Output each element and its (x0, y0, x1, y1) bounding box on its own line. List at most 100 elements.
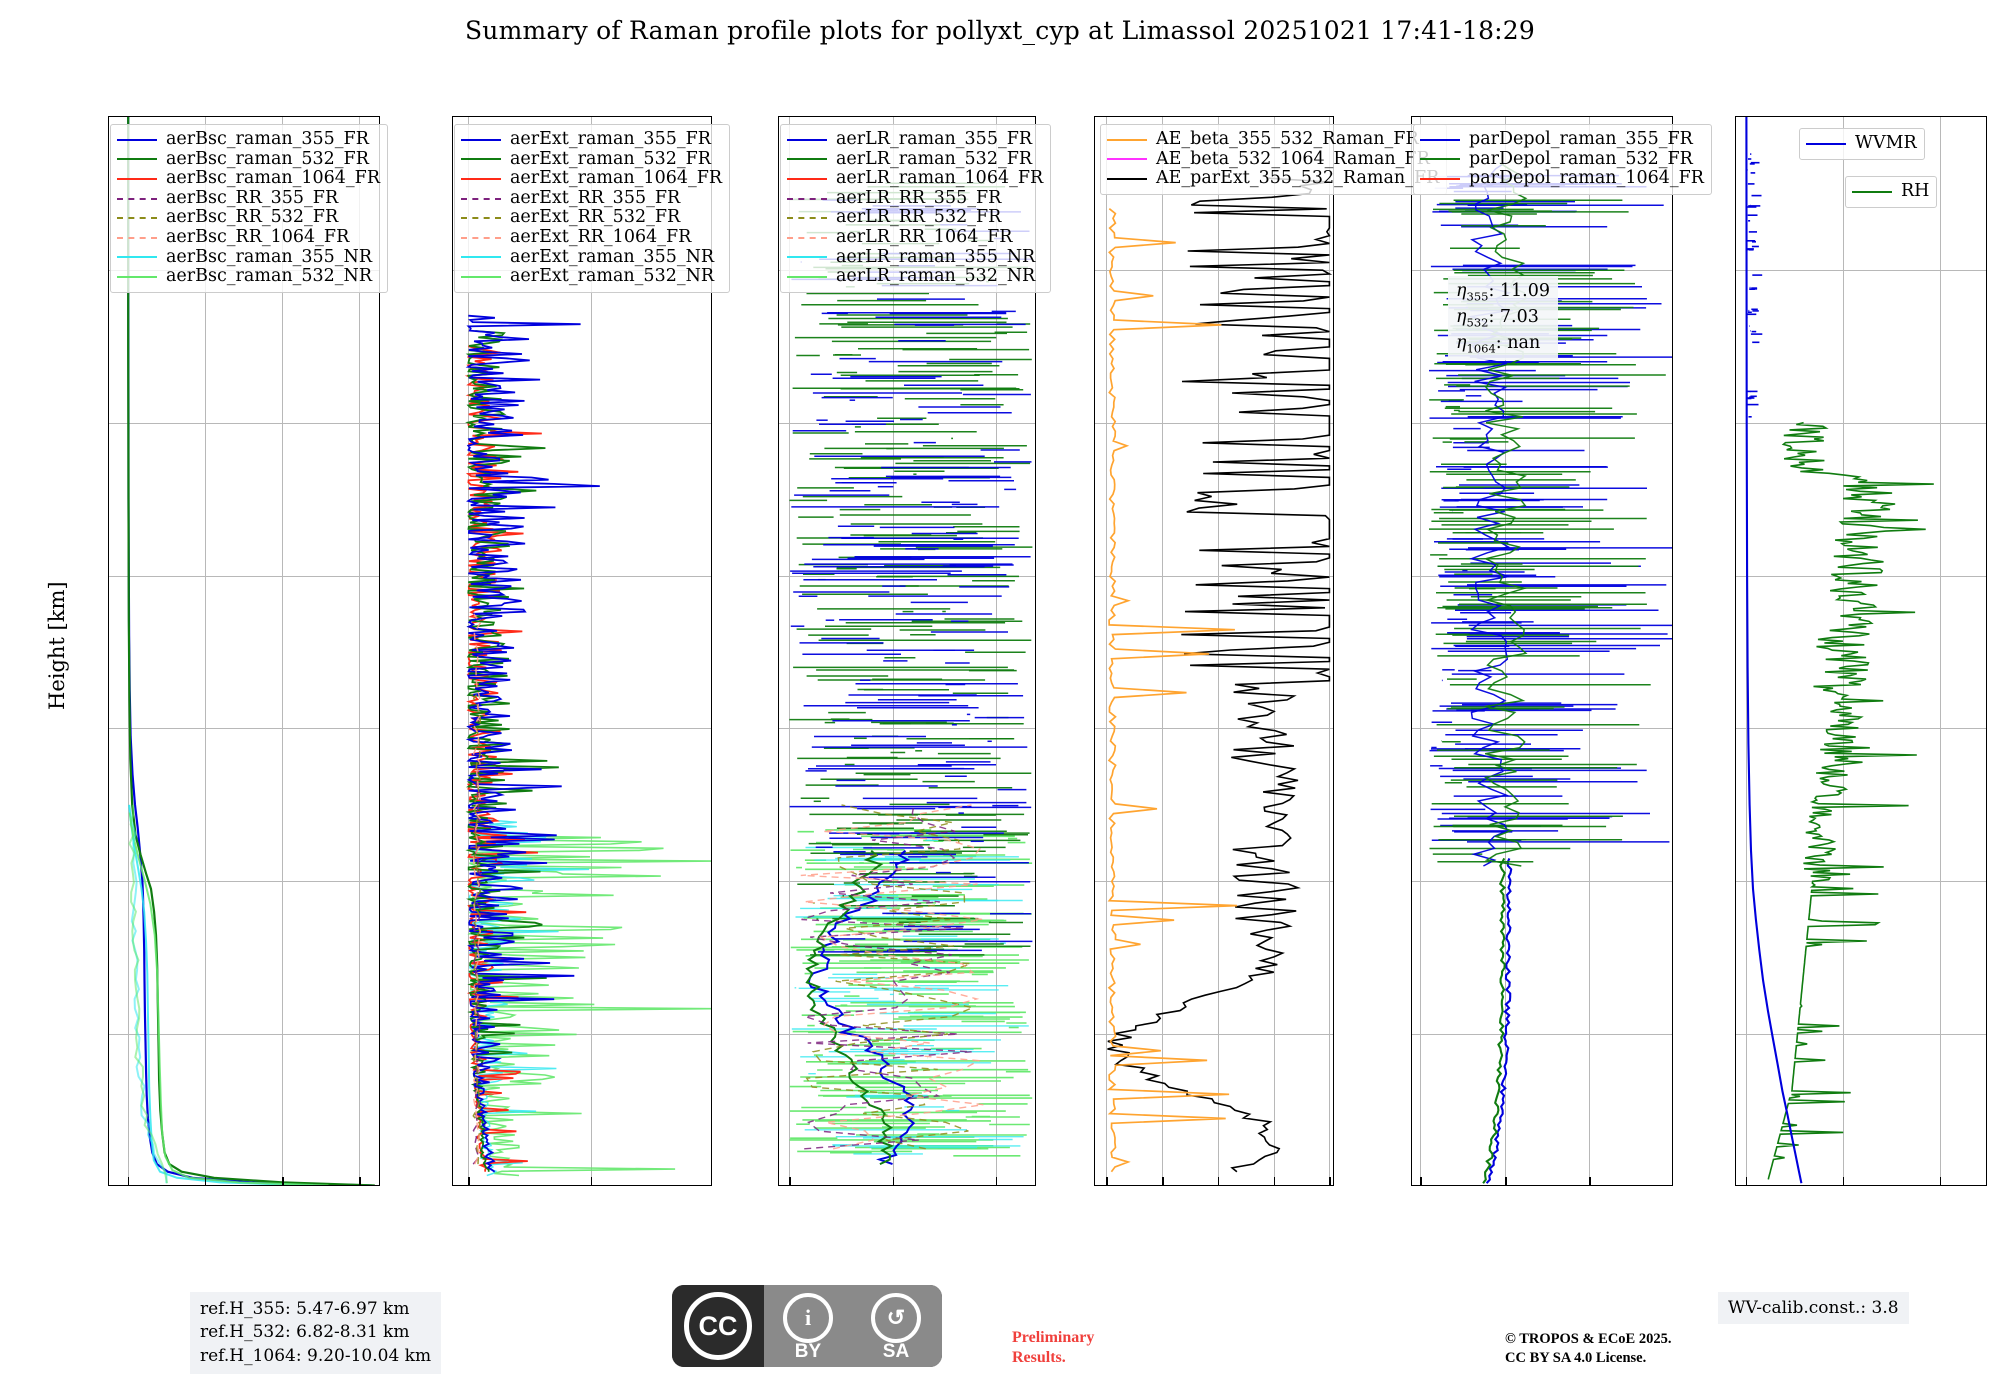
legend-item[interactable]: aerBsc_raman_1064_FR (117, 169, 380, 189)
y-tick (452, 1034, 453, 1036)
top-x-tick (1862, 116, 1864, 117)
legend-swatch-icon (1806, 142, 1846, 145)
gridline-h (1736, 575, 1986, 577)
legend-item[interactable]: aerExt_RR_532_FR (461, 208, 722, 228)
legend-label: aerExt_RR_1064_FR (510, 227, 692, 248)
legend-label: WVMR (1855, 133, 1917, 154)
x-tick (1745, 1177, 1748, 1185)
legend-label: aerBsc_raman_532_FR (166, 148, 369, 169)
legend-item[interactable]: RH (1852, 182, 1929, 202)
legend-item[interactable]: aerBsc_RR_1064_FR (117, 228, 380, 248)
y-tick (452, 881, 453, 883)
legend-item[interactable]: aerBsc_raman_532_FR (117, 150, 380, 170)
legend-item[interactable]: aerBsc_raman_532_NR (117, 267, 380, 287)
x-tick (1842, 1177, 1845, 1185)
legend-item[interactable]: aerExt_raman_355_NR (461, 248, 722, 268)
x-tick (282, 1177, 284, 1185)
legend-item[interactable]: aerExt_raman_532_NR (461, 267, 722, 287)
x-tick (204, 1177, 207, 1185)
legend-item[interactable]: parDepol_raman_1064_FR (1420, 169, 1704, 189)
legend-wvmr-rh[interactable]: WVMR (1799, 128, 1925, 160)
legend-item[interactable]: aerExt_RR_355_FR (461, 189, 722, 209)
eta-annotation: η355: 11.09 η532: 7.03 η1064: nan (1448, 276, 1559, 361)
legend-angstrom[interactable]: AE_beta_355_532_Raman_FR AE_beta_532_1064… (1100, 124, 1448, 195)
y-tick (778, 423, 779, 425)
gridline-v (995, 117, 997, 1185)
legend-label: parDepol_raman_1064_FR (1469, 168, 1704, 189)
x-tick (1273, 1177, 1276, 1185)
legend-item[interactable]: aerLR_raman_1064_FR (787, 169, 1043, 189)
top-x-tick (1799, 116, 1801, 117)
legend-item[interactable]: aerBsc_raman_355_NR (117, 248, 380, 268)
by-icon: i (768, 1293, 848, 1343)
gridline-v (789, 117, 791, 1185)
legend-item[interactable]: parDepol_raman_532_FR (1420, 150, 1704, 170)
y-tick (1094, 1034, 1095, 1036)
legend-label: aerExt_RR_532_FR (510, 207, 681, 228)
legend-item[interactable]: aerExt_raman_355_FR (461, 130, 722, 150)
gridline-h (109, 422, 379, 424)
legend-swatch-icon (461, 217, 501, 220)
legend-item[interactable]: aerLR_raman_532_NR (787, 267, 1043, 287)
y-tick (1735, 881, 1736, 883)
legend-item[interactable]: aerLR_raman_355_FR (787, 130, 1043, 150)
y-tick (108, 728, 109, 730)
x-tick (995, 1177, 998, 1185)
y-tick (108, 117, 109, 119)
legend-item[interactable]: aerExt_raman_532_FR (461, 150, 722, 170)
ref-height-1064: ref.H_1064: 9.20-10.04 km (200, 1345, 432, 1366)
y-tick (452, 423, 453, 425)
legend-depol-ratio[interactable]: parDepol_raman_355_FR parDepol_raman_532_… (1413, 124, 1712, 195)
legend-rh[interactable]: RH (1845, 176, 1938, 208)
gridline-h (1736, 422, 1986, 424)
legend-item[interactable]: AE_beta_532_1064_Raman_FR (1107, 150, 1439, 170)
top-x-tick (1925, 116, 1927, 117)
x-tick (468, 1177, 470, 1185)
legend-item[interactable]: AE_beta_355_532_Raman_FR (1107, 130, 1439, 150)
legend-swatch-icon (461, 158, 501, 161)
legend-backscatter[interactable]: aerBsc_raman_355_FR aerBsc_raman_532_FR ae… (110, 124, 388, 293)
legend-swatch-icon (1107, 138, 1147, 141)
legend-swatch-icon (787, 256, 827, 259)
legend-item[interactable]: aerExt_raman_1064_FR (461, 169, 722, 189)
eta-row: η1064: nan (1456, 332, 1541, 356)
legend-item[interactable]: AE_parExt_355_532_Raman_FR (1107, 169, 1439, 189)
legend-item[interactable]: parDepol_raman_355_FR (1420, 130, 1704, 150)
gridline-h (1095, 269, 1333, 271)
copyright-notice: © TROPOS & ECoE 2025. CC BY SA 4.0 Licen… (1505, 1331, 1672, 1366)
legend-swatch-icon (117, 158, 157, 161)
legend-item[interactable]: aerLR_RR_1064_FR (787, 228, 1043, 248)
y-tick (108, 423, 109, 425)
reference-heights-box: ref.H_355: 5.47-6.97 km ref.H_532: 6.82-… (190, 1292, 442, 1374)
legend-item[interactable]: WVMR (1806, 134, 1917, 154)
gridline-h (453, 422, 711, 424)
legend-item[interactable]: aerBsc_RR_532_FR (117, 208, 380, 228)
y-tick (1411, 881, 1412, 883)
by-label: BY (794, 1341, 822, 1362)
legend-item[interactable]: aerExt_RR_1064_FR (461, 228, 722, 248)
legend-label: aerLR_raman_355_FR (836, 129, 1033, 150)
legend-extinction[interactable]: aerExt_raman_355_FR aerExt_raman_532_FR ae… (454, 124, 731, 293)
legend-item[interactable]: aerBsc_raman_355_FR (117, 130, 380, 150)
x-tick (1420, 1177, 1423, 1185)
y-tick (778, 728, 779, 730)
legend-swatch-icon (117, 197, 157, 200)
legend-label: AE_beta_355_532_Raman_FR (1156, 129, 1419, 150)
legend-label: aerExt_raman_532_NR (510, 266, 715, 287)
legend-label: AE_parExt_355_532_Raman_FR (1156, 168, 1440, 189)
legend-item[interactable]: aerLR_RR_355_FR (787, 189, 1043, 209)
legend-lidar-ratio[interactable]: aerLR_raman_355_FR aerLR_raman_532_FR aerL… (780, 124, 1052, 293)
y-tick (1411, 1034, 1412, 1036)
legend-swatch-icon (787, 236, 827, 239)
sa-label: SA (882, 1341, 910, 1362)
legend-item[interactable]: aerLR_raman_355_NR (787, 248, 1043, 268)
y-tick (1094, 881, 1095, 883)
eta-row: η532: 7.03 (1456, 306, 1539, 330)
y-tick (452, 576, 453, 578)
legend-label: parDepol_raman_532_FR (1469, 148, 1693, 169)
gridline-h (1736, 881, 1986, 883)
legend-item[interactable]: aerLR_raman_532_FR (787, 150, 1043, 170)
legend-item[interactable]: aerBsc_RR_355_FR (117, 189, 380, 209)
x-tick (1939, 1177, 1942, 1185)
legend-item[interactable]: aerLR_RR_532_FR (787, 208, 1043, 228)
